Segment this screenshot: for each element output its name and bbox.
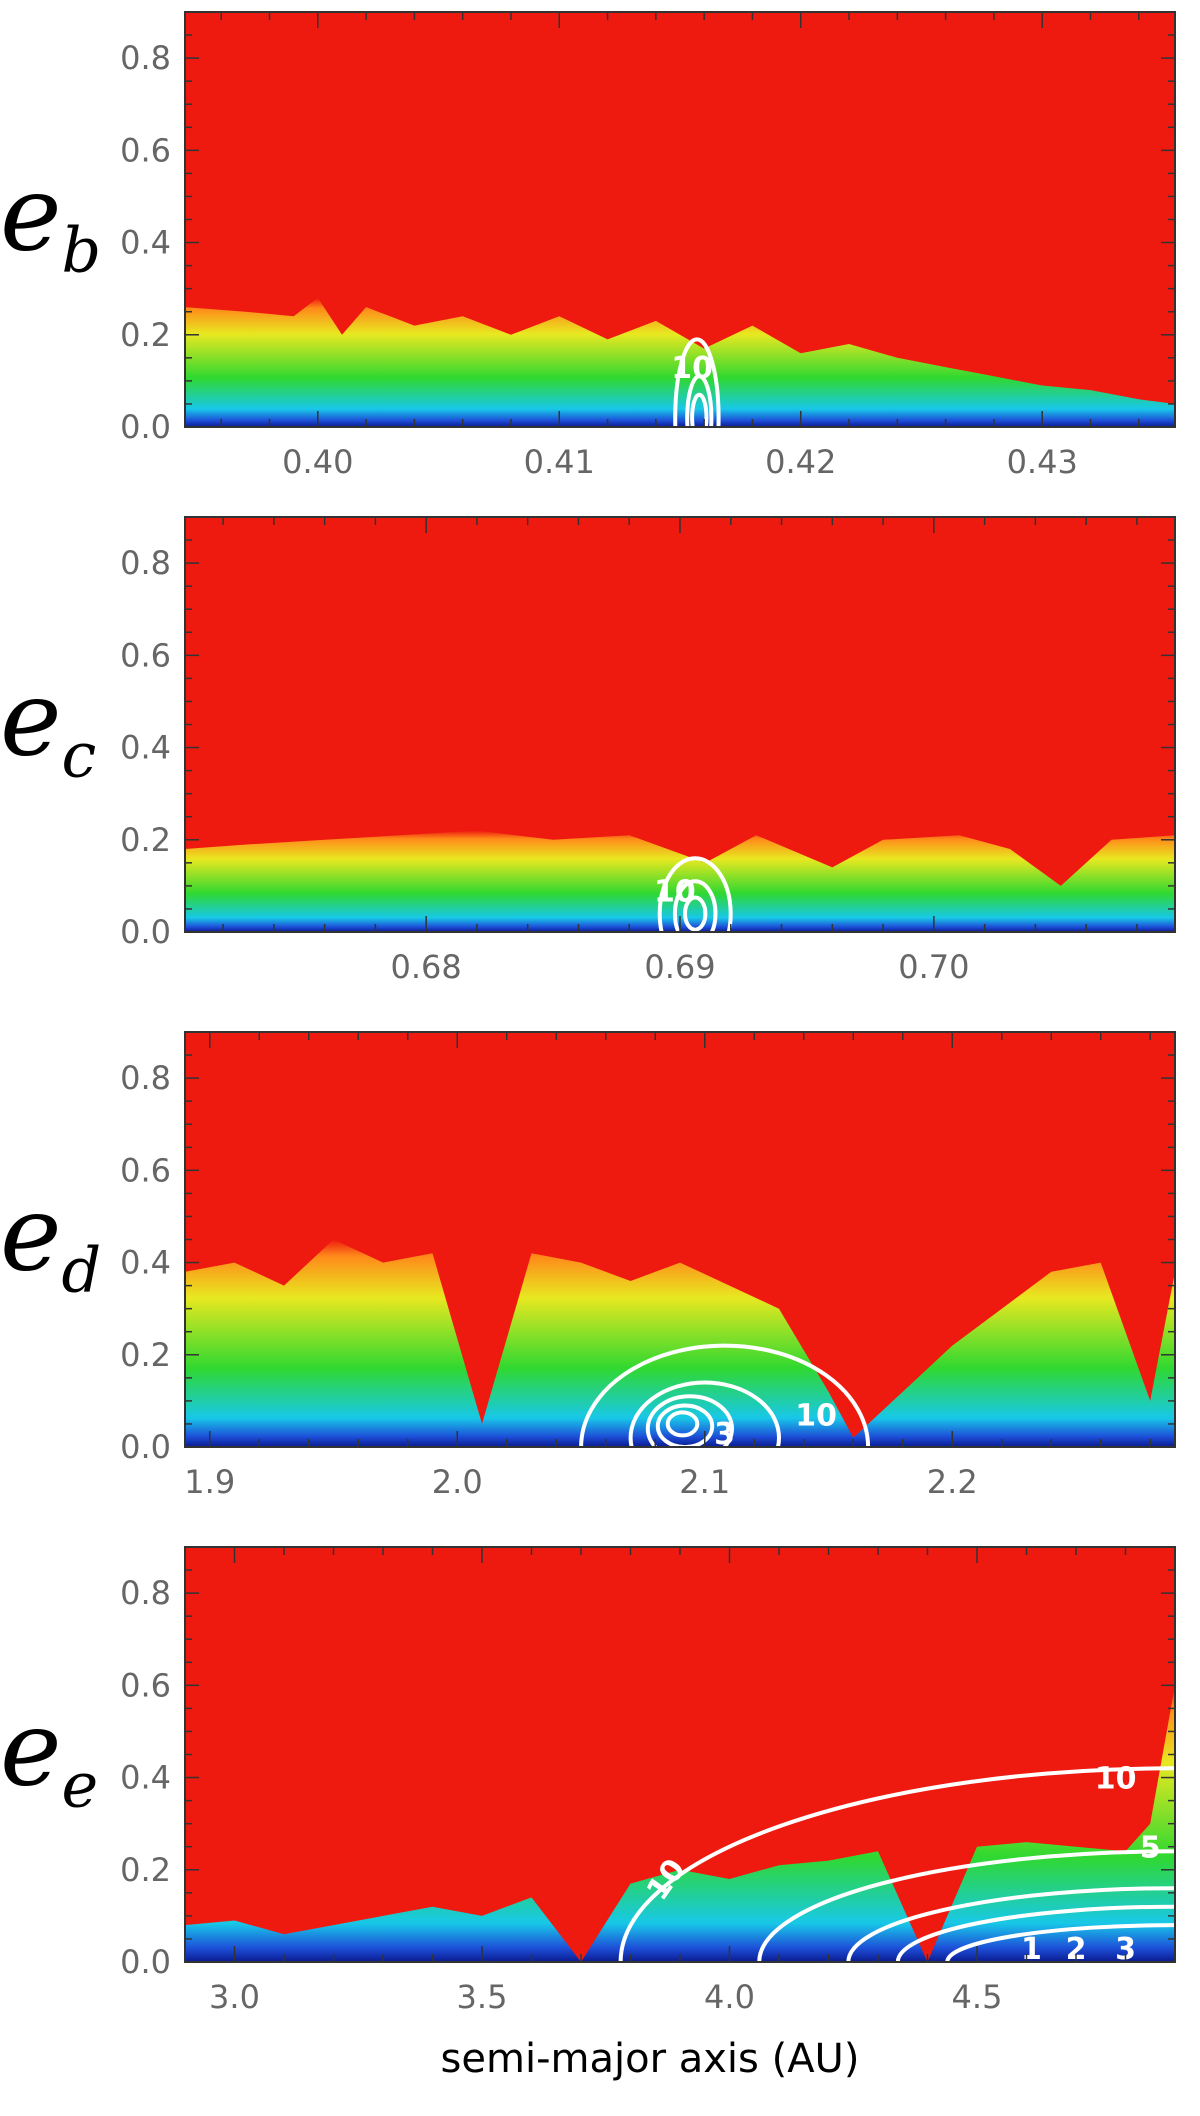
y-tick-label: 0.6: [120, 1151, 171, 1189]
panel-b: 10 0.0 0.2 0.4 0.6 0.8 0.40 0.41 0.42 0.43 eb: [0, 11, 1176, 481]
y-tick-label: 0.0: [120, 408, 171, 446]
x-tick-label: 2.0: [432, 1463, 483, 1501]
x-tick-label: 1.9: [184, 1463, 235, 1501]
y-tick-label: 0.2: [120, 1851, 171, 1889]
contour-labels-b: 10: [671, 351, 713, 386]
contour-3: [645, 1394, 734, 1447]
x-tick-label: 2.1: [679, 1463, 730, 1501]
y-tick-label: 0.6: [120, 636, 171, 674]
y-axis-label: ec: [0, 658, 96, 792]
y-axis-label: ee: [0, 1688, 98, 1822]
contour-label: 10: [1095, 1762, 1137, 1797]
y-tick-label: 0.8: [120, 39, 171, 77]
x-tick-label: 4.5: [952, 1978, 1003, 2016]
y-tick-label: 0.6: [120, 131, 171, 169]
contour-10: [657, 856, 733, 932]
contour-label: 10: [795, 1399, 837, 1434]
contour-label: 10: [671, 351, 713, 386]
y-tick-label: 0.6: [120, 1666, 171, 1704]
contour-labels-c: 10: [654, 875, 696, 910]
y-tick-label: 0.2: [120, 1336, 171, 1374]
x-tick-label: 0.41: [524, 443, 595, 481]
contour-labels-d: 10 3: [714, 1399, 837, 1452]
contour-inner-2: [683, 895, 708, 932]
x-tick-label: 0.68: [391, 948, 462, 986]
stable-region: [185, 830, 1175, 932]
contour-10: [673, 337, 721, 427]
contour-5: [628, 1380, 781, 1447]
y-tick-label: 0.0: [120, 913, 171, 951]
panel-d: 10 3 0.0 0.2 0.4 0.6 0.8 1.9 2.0 2.1 2.2 ed: [0, 1031, 1176, 1501]
y-axis-label: eb: [0, 153, 101, 287]
y-tick-label: 0.4: [120, 224, 171, 262]
contour-label: 3: [1115, 1932, 1136, 1967]
x-tick-label: 0.42: [765, 443, 836, 481]
x-tick-label: 0.40: [282, 443, 353, 481]
x-tick-label: 0.69: [644, 948, 715, 986]
x-tick-label: 3.5: [457, 1978, 508, 2016]
panel-c: 10 0.0 0.2 0.4 0.6 0.8 0.68 0.69 0.70 ec: [0, 516, 1176, 986]
y-axis-label: ed: [0, 1173, 101, 1307]
stable-region: [185, 1239, 1175, 1447]
contour-label: 5: [1140, 1831, 1161, 1866]
y-tick-label: 0.4: [120, 1244, 171, 1282]
x-tick-label: 2.2: [927, 1463, 978, 1501]
panels-group: 100.00.20.40.60.80.40 0.41 0.42 0.43eb100.0…: [0, 11, 1176, 2016]
y-tick-label: 0.0: [120, 1428, 171, 1466]
x-tick-label: 0.70: [898, 948, 969, 986]
heatmap-b: [185, 12, 1175, 427]
y-tick-label: 0.8: [120, 1059, 171, 1097]
x-tick-label: 3.0: [209, 1978, 260, 2016]
stable-region: [185, 1685, 1175, 1962]
contour-inner-2: [690, 392, 709, 427]
y-tick-label: 0.4: [120, 1759, 171, 1797]
x-tick-label: 0.43: [1007, 443, 1078, 481]
y-tick-label: 0.2: [120, 821, 171, 859]
y-tick-label: 0.4: [120, 729, 171, 767]
contour-inner-4: [665, 1410, 700, 1438]
y-tick-label: 0.8: [120, 1574, 171, 1612]
x-axis-title: semi-major axis (AU): [441, 2036, 860, 2082]
heatmap-e: [185, 1547, 1175, 1962]
heatmap-c: [185, 517, 1175, 932]
y-tick-label: 0.0: [120, 1943, 171, 1981]
x-tick-label: 4.0: [704, 1978, 755, 2016]
contour-label: 10: [654, 875, 696, 910]
contour-inner-3: [655, 1403, 715, 1447]
contour-inner-1: [685, 374, 714, 427]
heatmap-d: [185, 1032, 1175, 1447]
y-tick-label: 0.8: [120, 544, 171, 582]
contour-inner-1: [672, 879, 718, 932]
contour-label: 3: [714, 1417, 735, 1452]
contour-label: 2: [1066, 1932, 1087, 1967]
y-tick-label: 0.2: [120, 316, 171, 354]
